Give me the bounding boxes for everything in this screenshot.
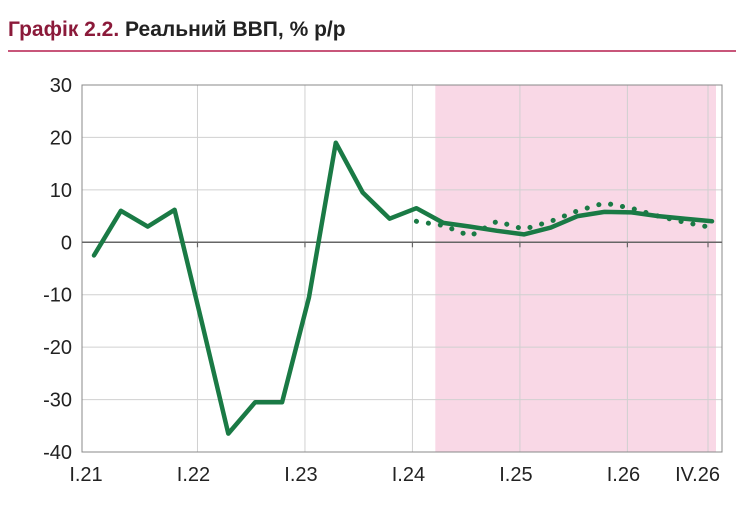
x-tick-label: I.23 bbox=[284, 464, 317, 486]
x-tick-label: IV.26 bbox=[675, 464, 720, 486]
series-line-solid bbox=[91, 140, 715, 436]
title-underline bbox=[8, 50, 736, 52]
x-tick-label: I.25 bbox=[499, 464, 532, 486]
x-tick-label: I.21 bbox=[69, 464, 102, 486]
chart-title: Графік 2.2. Реальний ВВП, % р/р bbox=[8, 18, 346, 42]
y-tick-label: -10 bbox=[43, 285, 72, 307]
y-tick-label: -20 bbox=[43, 337, 72, 359]
y-tick-label: -40 bbox=[43, 442, 72, 464]
x-tick-label: I.26 bbox=[607, 464, 640, 486]
chart-title-text: Реальний ВВП, % р/р bbox=[125, 18, 346, 41]
y-tick-label: 30 bbox=[50, 75, 72, 97]
x-tick-label: I.24 bbox=[392, 464, 425, 486]
plot-frame bbox=[81, 84, 723, 453]
x-tick-label: I.22 bbox=[177, 464, 210, 486]
forecast-band bbox=[435, 85, 716, 452]
y-tick-label: 10 bbox=[50, 180, 72, 202]
series-line-dotted bbox=[413, 200, 715, 239]
y-tick-label: -30 bbox=[43, 390, 72, 412]
y-tick-label: 0 bbox=[61, 232, 72, 254]
y-tick-label: 20 bbox=[50, 127, 72, 149]
chart-number: Графік 2.2. bbox=[8, 18, 120, 41]
